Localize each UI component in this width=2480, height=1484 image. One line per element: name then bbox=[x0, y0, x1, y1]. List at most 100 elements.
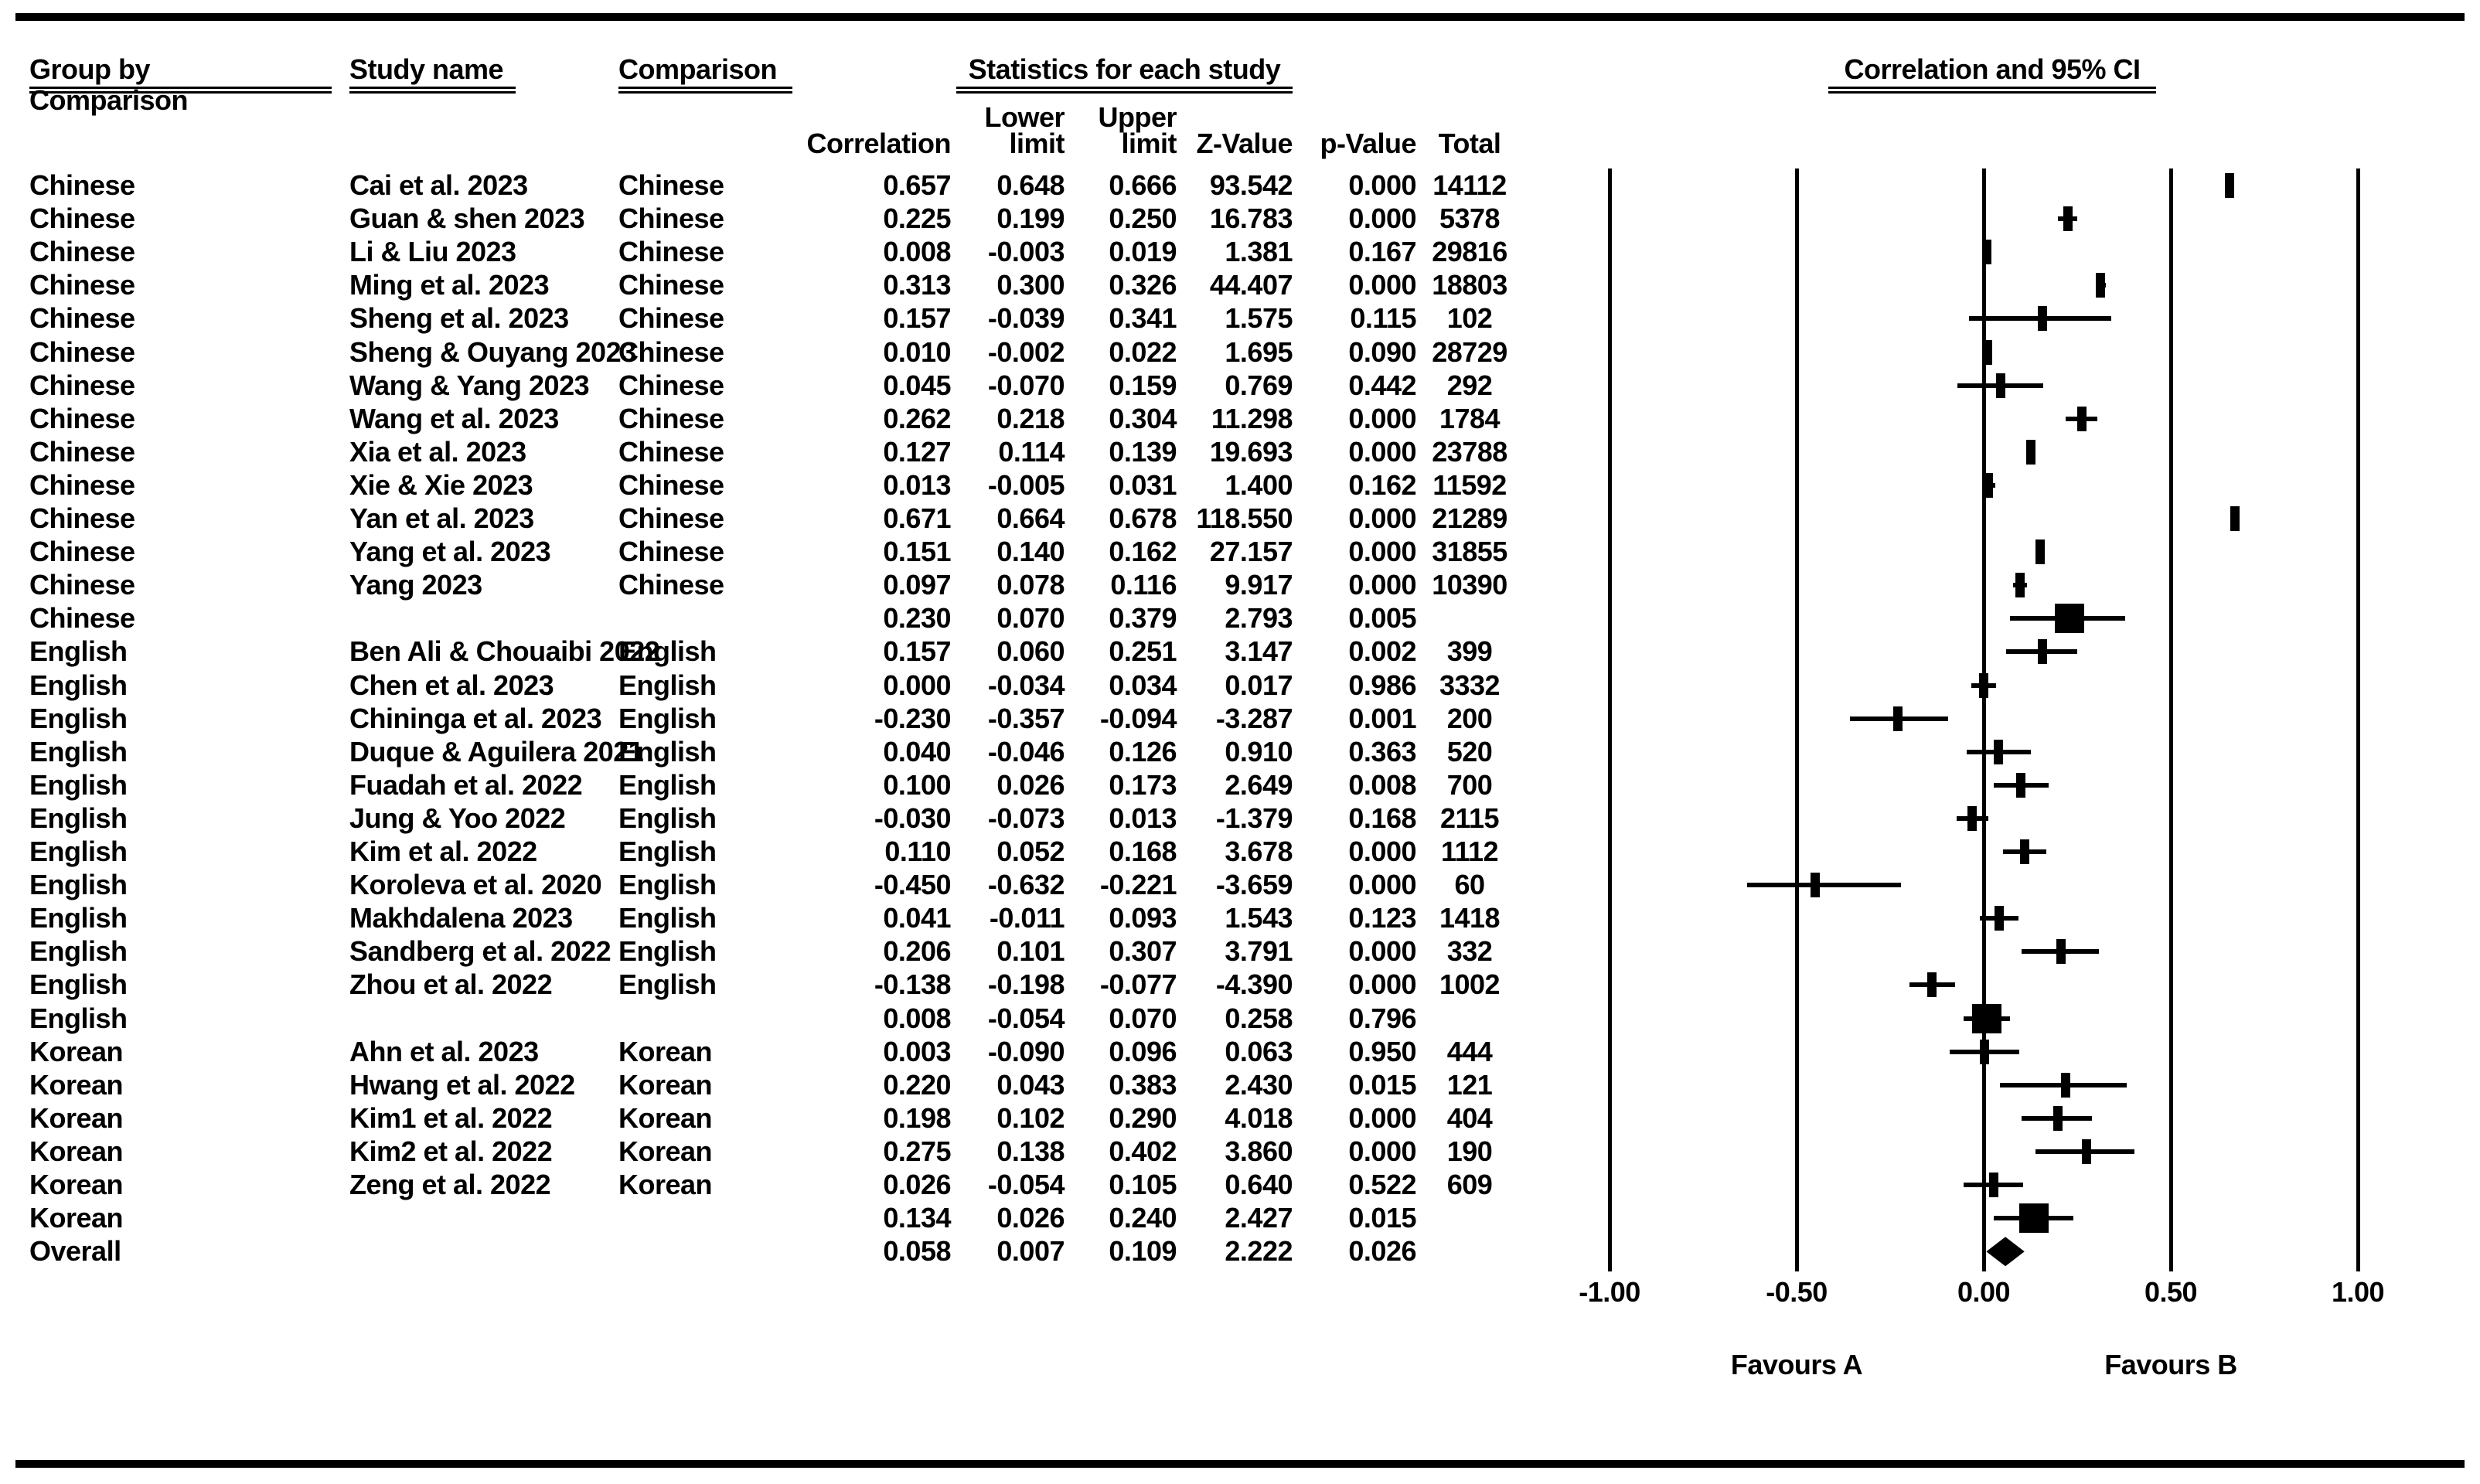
z-cell: -1.379 bbox=[1215, 802, 1293, 834]
comparison-cell: Chinese bbox=[618, 236, 724, 268]
summary-square-marker bbox=[1971, 1003, 2001, 1033]
upper-cell: 0.379 bbox=[1109, 602, 1177, 635]
table-row: Chinese Li & Liu 2023 Chinese 0.008 -0.003 0.… bbox=[0, 236, 2480, 269]
table-row: English Chen et al. 2023 English 0.000 -0.03… bbox=[0, 669, 2480, 703]
p-cell: 0.015 bbox=[1348, 1068, 1416, 1101]
total-cell: 700 bbox=[1446, 768, 1493, 801]
correlation-cell: 0.003 bbox=[883, 1035, 951, 1067]
z-cell: 0.063 bbox=[1225, 1035, 1293, 1067]
comparison-cell: English bbox=[618, 968, 717, 1001]
p-cell: 0.000 bbox=[1348, 435, 1416, 468]
z-cell: 16.783 bbox=[1209, 203, 1293, 235]
axis-reference-line bbox=[1608, 168, 1612, 1271]
z-cell: 1.381 bbox=[1225, 236, 1293, 268]
study-name-cell: Sheng et al. 2023 bbox=[349, 302, 569, 335]
upper-cell: 0.093 bbox=[1109, 902, 1177, 934]
plot-section-title-label: Correlation and 95% CI bbox=[1844, 53, 2141, 85]
z-cell: 1.543 bbox=[1225, 902, 1293, 934]
total-cell: 1002 bbox=[1439, 968, 1501, 1001]
correlation-cell: -0.138 bbox=[874, 968, 952, 1001]
group-cell: Chinese bbox=[29, 369, 135, 401]
point-estimate-marker bbox=[2230, 506, 2240, 531]
table-row: Chinese Sheng & Ouyang 2023 Chinese 0.010 -0… bbox=[0, 336, 2480, 369]
point-estimate-marker bbox=[1994, 739, 2004, 764]
correlation-cell: 0.041 bbox=[883, 902, 951, 934]
table-row: English Koroleva et al. 2020 English -0.450… bbox=[0, 869, 2480, 902]
point-estimate-marker bbox=[2082, 1139, 2092, 1164]
p-cell: 0.000 bbox=[1348, 968, 1416, 1001]
comparison-cell: Chinese bbox=[618, 502, 724, 534]
correlation-cell: 0.008 bbox=[883, 236, 951, 268]
p-cell: 0.000 bbox=[1348, 536, 1416, 568]
total-cell: 609 bbox=[1446, 1169, 1493, 1200]
group-cell: English bbox=[29, 802, 128, 834]
study-name-cell: Ming et al. 2023 bbox=[349, 269, 550, 301]
upper-cell: 0.105 bbox=[1109, 1169, 1177, 1200]
study-name-cell: Wang et al. 2023 bbox=[349, 402, 559, 434]
group-cell: English bbox=[29, 836, 128, 867]
z-cell: 2.649 bbox=[1225, 768, 1293, 801]
axis-reference-line bbox=[1982, 168, 1986, 1271]
table-row: Overall 0.058 0.007 0.109 2.222 0.026 bbox=[0, 1235, 2480, 1268]
point-estimate-marker bbox=[2015, 573, 2025, 598]
upper-cell: 0.031 bbox=[1109, 468, 1177, 501]
lower-cell: -0.039 bbox=[987, 302, 1065, 335]
upper-cell: 0.096 bbox=[1109, 1035, 1177, 1067]
study-name-cell: Kim et al. 2022 bbox=[349, 836, 537, 867]
group-cell: Chinese bbox=[29, 435, 135, 468]
upper-cell: 0.019 bbox=[1109, 236, 1177, 268]
point-estimate-marker bbox=[2052, 1105, 2063, 1131]
study-name-cell: Yang 2023 bbox=[349, 569, 482, 601]
top-border-rule bbox=[15, 13, 2465, 21]
total-cell: 31855 bbox=[1432, 536, 1507, 568]
correlation-cell: 0.220 bbox=[883, 1068, 951, 1101]
p-cell: 0.000 bbox=[1348, 935, 1416, 968]
lower-cell: 0.007 bbox=[996, 1235, 1065, 1268]
upper-cell: 0.383 bbox=[1109, 1068, 1177, 1101]
p-cell: 0.796 bbox=[1348, 1002, 1416, 1034]
correlation-cell: 0.058 bbox=[883, 1235, 951, 1268]
p-cell: 0.000 bbox=[1348, 836, 1416, 867]
comparison-cell: English bbox=[618, 635, 717, 668]
upper-cell: 0.304 bbox=[1109, 402, 1177, 434]
total-cell: 60 bbox=[1454, 869, 1485, 901]
table-row: Chinese 0.230 0.070 0.379 2.793 0.005 bbox=[0, 602, 2480, 635]
point-estimate-marker bbox=[2063, 206, 2073, 232]
comparison-cell: Chinese bbox=[618, 169, 724, 201]
comparison-cell: Chinese bbox=[618, 435, 724, 468]
z-cell: 1.400 bbox=[1225, 468, 1293, 501]
correlation-cell: 0.110 bbox=[884, 836, 951, 867]
total-cell: 29816 bbox=[1432, 236, 1507, 268]
upper-cell: 0.168 bbox=[1109, 836, 1177, 867]
study-name-cell: Duque & Aguilera 2021 bbox=[349, 735, 644, 768]
correlation-cell: 0.013 bbox=[883, 468, 951, 501]
correlation-cell: 0.157 bbox=[883, 302, 951, 335]
bottom-border-rule bbox=[15, 1460, 2465, 1468]
comparison-cell: English bbox=[618, 768, 717, 801]
axis-reference-line bbox=[2169, 168, 2173, 1271]
point-estimate-marker bbox=[2026, 439, 2036, 465]
group-cell: Chinese bbox=[29, 335, 135, 368]
table-row: Chinese Xia et al. 2023 Chinese 0.127 0.114 0… bbox=[0, 436, 2480, 469]
upper-cell: 0.250 bbox=[1109, 203, 1177, 235]
correlation-cell: 0.671 bbox=[883, 502, 951, 534]
point-estimate-marker bbox=[2035, 539, 2046, 565]
z-cell: 44.407 bbox=[1209, 269, 1293, 301]
x-axis-tick-label: 0.00 bbox=[1957, 1276, 2011, 1308]
group-cell: Chinese bbox=[29, 468, 135, 501]
comparison-cell: Chinese bbox=[618, 536, 724, 568]
lower-cell: 0.199 bbox=[996, 203, 1065, 235]
z-cell: 93.542 bbox=[1209, 169, 1293, 201]
total-cell: 1112 bbox=[1440, 836, 1499, 867]
p-cell: 0.000 bbox=[1348, 402, 1416, 434]
correlation-cell: 0.313 bbox=[883, 269, 951, 301]
lower-cell: 0.102 bbox=[996, 1101, 1065, 1134]
lower-cell: -0.005 bbox=[987, 468, 1065, 501]
lower-cell: -0.357 bbox=[987, 702, 1065, 734]
stats-section-title-label: Statistics for each study bbox=[968, 53, 1281, 85]
point-estimate-marker bbox=[2020, 839, 2030, 864]
group-cell: Chinese bbox=[29, 536, 135, 568]
group-cell: Korean bbox=[29, 1169, 124, 1200]
